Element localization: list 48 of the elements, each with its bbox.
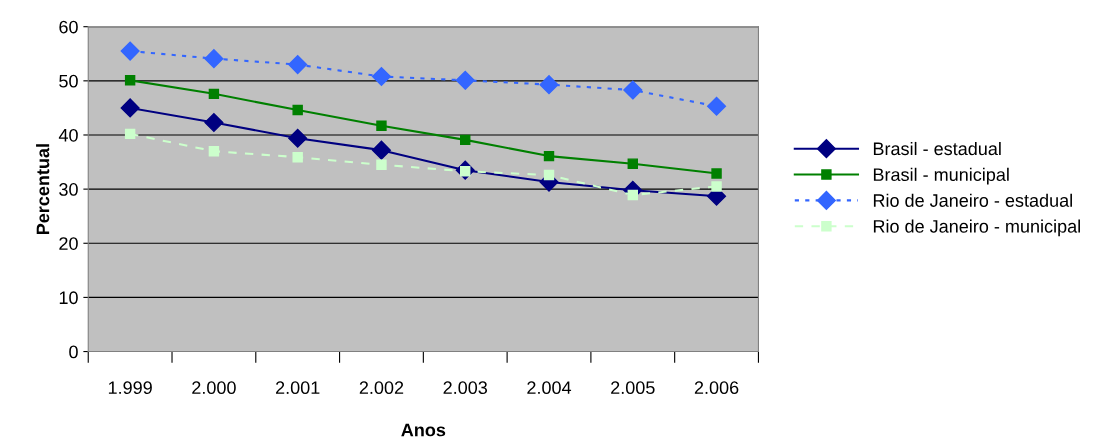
point	[288, 55, 308, 75]
y-tick-label: 10	[59, 291, 78, 305]
y-tick-label: 40	[58, 128, 78, 142]
y-tick-label: 50	[59, 74, 78, 88]
point	[623, 80, 643, 100]
point	[627, 189, 638, 201]
point	[711, 181, 722, 192]
point	[292, 104, 303, 116]
legend-label: Rio de Janeiro - estadual	[873, 193, 1072, 207]
point	[376, 120, 387, 131]
point	[627, 158, 638, 169]
x-tick-label: 2.006	[694, 381, 739, 395]
y-axis-title: Percentual	[36, 144, 50, 235]
x-tick-label: 2.001	[276, 381, 320, 395]
point	[543, 169, 555, 181]
point	[711, 168, 722, 179]
point	[376, 159, 387, 170]
point	[208, 88, 220, 100]
point	[292, 151, 303, 163]
x-tick-label: 1.999	[108, 381, 152, 395]
point	[204, 112, 224, 133]
x-tick-label: 2.005	[611, 381, 655, 395]
point	[455, 70, 475, 90]
y-tick-label: 0	[69, 345, 78, 359]
x-tick-label: 2.004	[527, 381, 572, 395]
point	[120, 41, 140, 61]
point	[124, 128, 136, 140]
y-tick-label: 20	[59, 237, 78, 250]
y-tick-label: 30	[59, 183, 78, 196]
point	[460, 134, 471, 146]
point	[371, 140, 391, 160]
point	[543, 150, 555, 162]
legend-label: Brasil - estadual	[873, 141, 1001, 156]
point	[288, 128, 308, 148]
point	[204, 49, 224, 69]
x-axis-title: Anos	[401, 423, 446, 437]
point	[539, 75, 559, 95]
point	[208, 146, 220, 157]
point	[120, 98, 140, 118]
legend-label: Brasil - municipal	[873, 167, 1009, 185]
x-tick-label: 2.002	[359, 381, 404, 395]
point	[124, 75, 136, 86]
x-tick-label: 2.003	[443, 381, 488, 395]
x-tick-label: 2.000	[192, 381, 236, 395]
y-tick-label: 60	[59, 20, 78, 34]
point	[371, 66, 391, 87]
point	[707, 96, 727, 116]
legend-label: Rio de Janeiro - municipal	[873, 219, 1080, 237]
